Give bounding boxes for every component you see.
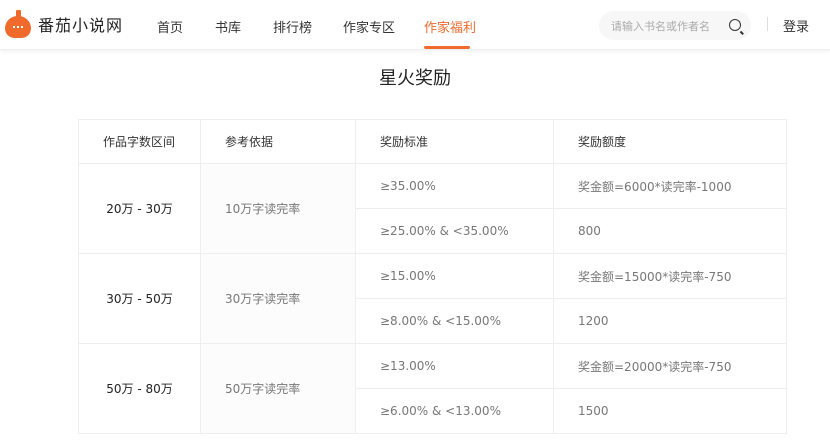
header-amount: 奖励额度 — [553, 119, 787, 164]
nav-ranking[interactable]: 排行榜 — [273, 21, 313, 36]
header-divider — [767, 17, 768, 31]
range-cell: 50万 - 80万 — [78, 343, 201, 434]
logo-text: 番茄小说网 — [38, 16, 124, 35]
table-row: 50万 - 80万 50万字读完率 ≥13.00% 奖金额=20000*读完率-… — [78, 343, 787, 434]
search-input[interactable]: 请输入书名或作者名 — [599, 11, 751, 40]
table-row: 30万 - 50万 30万字读完率 ≥15.00% 奖金额=15000*读完率-… — [78, 253, 787, 344]
top-header: 番茄小说网 首页 书库 排行榜 作家专区 作家福利 请输入书名或作者名 登录 — [0, 0, 830, 50]
reward-table: 作品字数区间 参考依据 奖励标准 奖励额度 20万 - 30万 10万字读完率 … — [78, 119, 787, 434]
table-row: 20万 - 30万 10万字读完率 ≥35.00% 奖金额=6000*读完率-1… — [78, 163, 787, 254]
standard-cell: ≥25.00% & <35.00% — [355, 208, 554, 254]
table-row: ≥8.00% & <15.00% 1200 — [79, 298, 787, 344]
standard-cell: ≥8.00% & <15.00% — [355, 298, 554, 344]
standard-cell: ≥15.00% — [355, 253, 554, 299]
header-range: 作品字数区间 — [78, 119, 201, 164]
basis-cell: 30万字读完率 — [200, 253, 356, 344]
nav-home[interactable]: 首页 — [157, 21, 184, 36]
amount-cell: 1500 — [553, 388, 787, 434]
table-row: ≥6.00% & <13.00% 1500 — [79, 388, 787, 434]
amount-cell: 800 — [553, 208, 787, 254]
table-header-row: 作品字数区间 参考依据 奖励标准 奖励额度 — [78, 119, 787, 164]
range-cell: 30万 - 50万 — [78, 253, 201, 344]
tomato-logo-icon — [4, 10, 32, 38]
basis-cell: 10万字读完率 — [200, 163, 356, 254]
search-placeholder: 请输入书名或作者名 — [611, 20, 710, 33]
nav-author-zone[interactable]: 作家专区 — [343, 21, 396, 36]
header-standard: 奖励标准 — [355, 119, 554, 164]
amount-cell: 奖金额=15000*读完率-750 — [553, 253, 787, 299]
nav-author-welfare[interactable]: 作家福利 — [424, 21, 477, 36]
search-icon[interactable] — [729, 19, 741, 31]
amount-cell: 奖金额=6000*读完率-1000 — [553, 163, 787, 209]
standard-cell: ≥35.00% — [355, 163, 554, 209]
amount-cell: 1200 — [553, 298, 787, 344]
active-tab-indicator — [424, 46, 470, 49]
header-basis: 参考依据 — [200, 119, 356, 164]
site-logo[interactable]: 番茄小说网 — [4, 10, 123, 38]
nav-library[interactable]: 书库 — [215, 21, 242, 36]
page-title: 星火奖励 — [379, 68, 451, 89]
login-button[interactable]: 登录 — [783, 20, 810, 35]
range-cell: 20万 - 30万 — [78, 163, 201, 254]
basis-cell: 50万字读完率 — [200, 343, 356, 434]
standard-cell: ≥13.00% — [355, 343, 554, 389]
standard-cell: ≥6.00% & <13.00% — [355, 388, 554, 434]
table-row: ≥25.00% & <35.00% 800 — [79, 208, 787, 254]
amount-cell: 奖金额=20000*读完率-750 — [553, 343, 787, 389]
